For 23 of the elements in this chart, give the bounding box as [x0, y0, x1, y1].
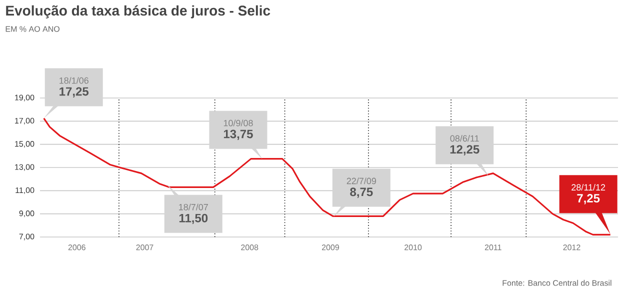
- x-tick-label: 2010: [404, 244, 422, 250]
- y-tick-label: 7,00: [19, 234, 34, 240]
- chart-title: Evolução da taxa básica de juros - Selic: [6, 5, 270, 18]
- annotation: 08/6/11: [450, 135, 479, 142]
- source-note: Fonte: Banco Central do Brasil: [502, 280, 612, 286]
- chart-subtitle: EM % AO ANO: [6, 26, 60, 32]
- annotation: 11,50: [179, 214, 208, 224]
- y-tick-label: 13,00: [15, 164, 34, 171]
- x-tick-label: 2008: [241, 244, 258, 250]
- x-tick-label: 2007: [136, 244, 154, 250]
- annotation: 22/7/09: [346, 178, 376, 184]
- text: 18/1/06: [60, 77, 88, 84]
- y-tick-label: 9,00: [19, 210, 34, 218]
- x-tick-label: 2012: [563, 244, 580, 250]
- y-tick-label: 11,00: [16, 187, 34, 194]
- y-tick-label: 17,00: [15, 118, 34, 124]
- annotation: 10/9/08: [224, 120, 253, 126]
- annotation: 28/11/12: [572, 184, 606, 191]
- x-tick-label: 2011: [484, 244, 502, 250]
- x-tick-label: 2006: [68, 244, 86, 250]
- y-tick-label: 15,00: [15, 141, 34, 148]
- x-tick-label: 2009: [322, 244, 339, 250]
- y-tick-label: 19,00: [15, 94, 34, 102]
